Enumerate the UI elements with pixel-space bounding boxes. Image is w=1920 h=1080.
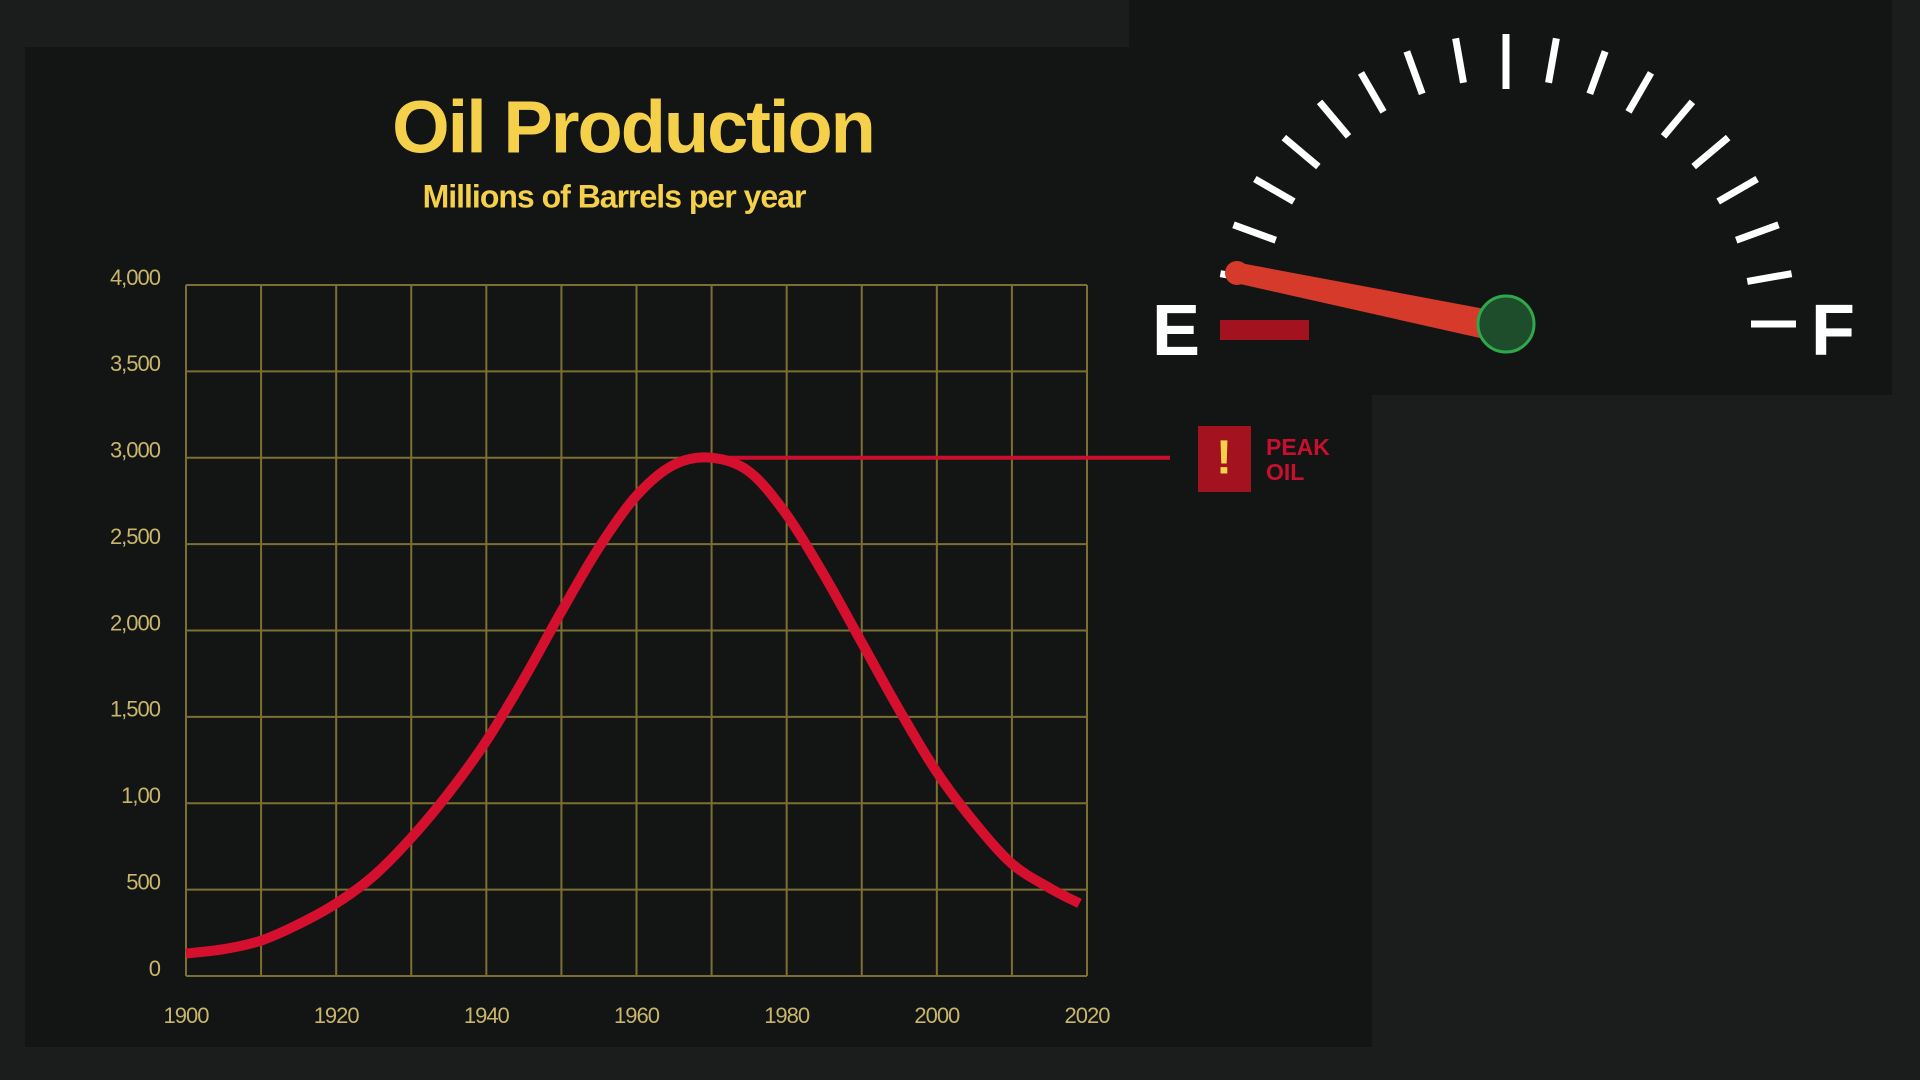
gauge-tick [1660,99,1696,139]
data-line [185,452,1082,959]
gauge-needle [1235,262,1485,338]
y-tick-label: 1,500 [110,697,161,722]
x-tick-label: 1920 [314,1003,360,1028]
gauge-tick [1452,37,1467,84]
peak-label: OIL [1266,459,1304,485]
gauge-tick [1691,134,1731,170]
gauge-tick [1232,221,1277,244]
gauge-hub [1476,294,1536,354]
gauge-tick [1716,175,1759,205]
gauge-empty-label: E [1152,291,1200,371]
x-tick-label: 1940 [464,1003,510,1028]
x-tick-label: 1960 [614,1003,660,1028]
chart-title: Oil Production [392,86,874,169]
gauge-tick [1625,71,1655,114]
x-tick-label: 2000 [914,1003,960,1028]
fuel-gauge: E F [1152,34,1855,371]
gauge-empty-bar [1220,320,1309,340]
gauge-tick [1281,134,1321,170]
y-tick-label: 0 [149,956,161,981]
y-tick-label: 2,500 [110,524,161,549]
gauge-tick [1403,50,1426,95]
peak-label: PEAK [1266,434,1330,460]
y-tick-label: 3,500 [110,351,161,376]
x-tick-label: 1980 [764,1003,810,1028]
x-tick-label: 1900 [164,1003,210,1028]
gauge-tick [1746,270,1793,285]
gauge-full-label: F [1811,291,1855,371]
chart-subtitle: Millions of Barrels per year [423,178,806,214]
y-tick-label: 4,000 [110,265,161,290]
y-tick-label: 2,000 [110,610,161,635]
gauge-tick [1735,221,1780,244]
needle-tip [1225,261,1249,285]
y-tick-label: 500 [126,869,160,894]
gauge-tick [1586,50,1609,95]
gauge-tick [1253,175,1296,205]
gauge-tick [1357,71,1387,114]
y-tick-label: 1,00 [121,783,161,808]
gauge-tick [1316,99,1352,139]
peak-icon-box [1198,426,1251,492]
gauge-tick [1545,37,1560,84]
x-tick-label: 2020 [1065,1003,1111,1028]
y-tick-label: 3,000 [110,438,161,463]
peak-icon: ! [1216,432,1232,485]
